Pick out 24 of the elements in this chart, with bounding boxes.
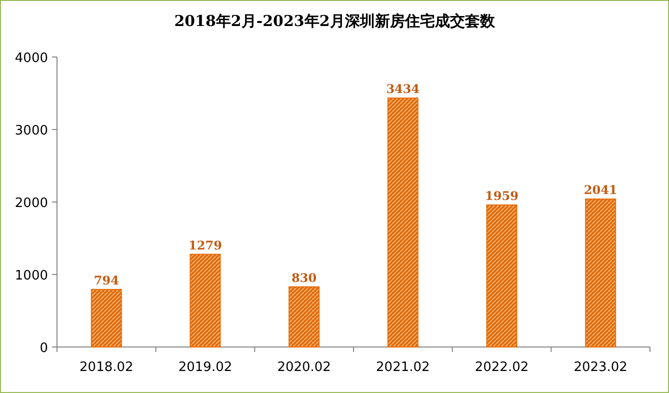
data-label: 3434 (386, 82, 420, 96)
bar (387, 98, 418, 348)
x-tick-label: 2023.02 (574, 360, 628, 375)
bar (486, 204, 518, 348)
x-tick-label: 2018.02 (80, 360, 134, 375)
data-label: 2041 (584, 183, 618, 198)
y-tick-label: 1000 (14, 268, 48, 284)
y-tick-label: 0 (40, 341, 48, 356)
data-label: 830 (292, 270, 317, 285)
data-label: 794 (94, 273, 119, 288)
y-tick-label: 3000 (14, 124, 48, 138)
x-tick-label: 2022.02 (474, 360, 529, 375)
x-tick-label: 2019.02 (178, 360, 232, 375)
y-tick-label: 2000 (14, 196, 48, 211)
data-label: 1279 (188, 238, 222, 252)
chart-title: 2018年2月-2023年2月深圳新房住宅成交套数 (174, 12, 496, 30)
data-label: 1959 (485, 188, 518, 203)
x-tick-label: 2021.02 (376, 360, 430, 375)
bar (585, 198, 616, 348)
bar (190, 254, 221, 348)
bar (90, 288, 122, 348)
x-tick-label: 2020.02 (277, 360, 331, 375)
y-tick-label: 4000 (14, 51, 48, 66)
bar (288, 286, 320, 348)
